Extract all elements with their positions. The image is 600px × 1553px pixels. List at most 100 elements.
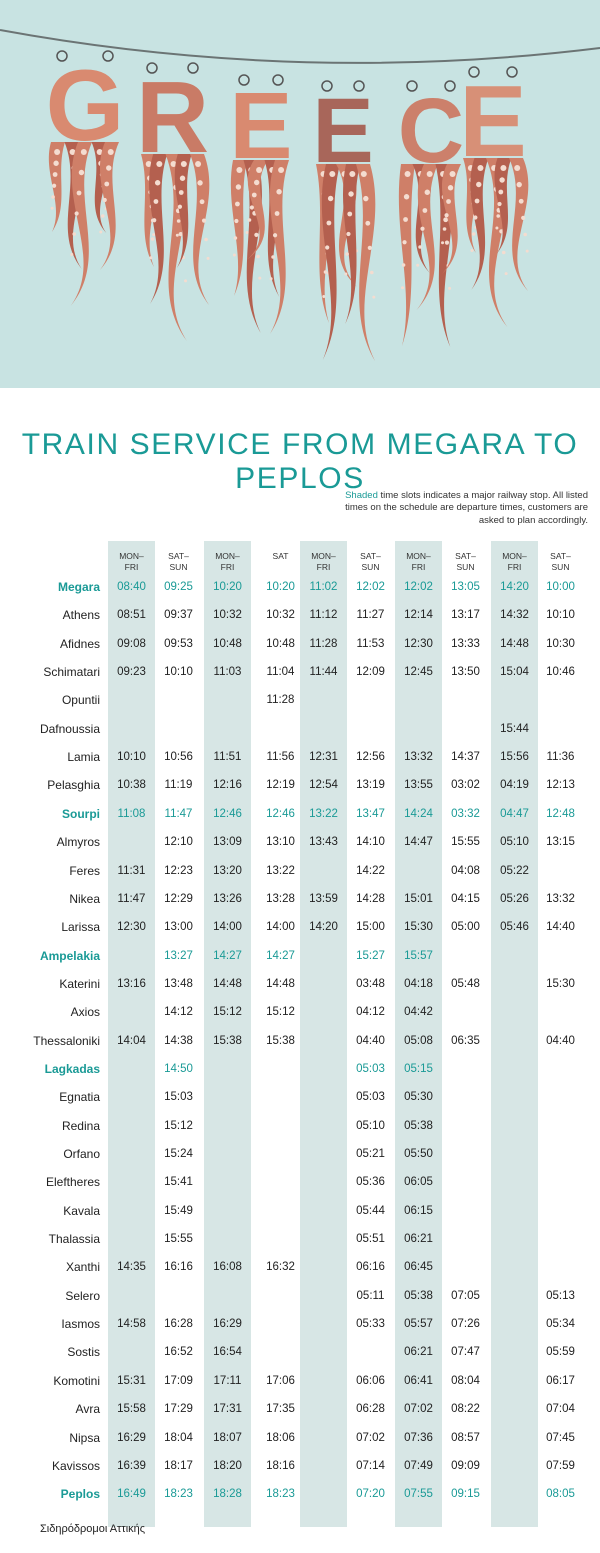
tentacle-shape xyxy=(48,142,65,232)
sucker-dot xyxy=(327,195,334,202)
departure-time: 11:08 xyxy=(117,807,146,820)
departure-time: 05:33 xyxy=(356,1318,385,1331)
departure-time: 13:17 xyxy=(451,609,480,622)
octopus-letters-illustration: G R E E CE xyxy=(0,29,600,361)
departure-time: 05:46 xyxy=(500,921,529,934)
departure-time: 10:48 xyxy=(266,637,295,650)
sucker-dot xyxy=(444,240,450,245)
departure-time: 14:24 xyxy=(404,807,433,820)
sucker-dot xyxy=(323,270,328,274)
sucker-dot xyxy=(180,161,187,167)
departure-time: 11:27 xyxy=(356,609,385,622)
station-name: Xanthi xyxy=(65,1260,100,1275)
departure-time: 14:27 xyxy=(213,949,242,962)
departure-time: 11:12 xyxy=(309,609,338,622)
sucker-dot xyxy=(176,219,181,223)
sucker-dot xyxy=(100,214,105,218)
departure-time: 15:44 xyxy=(500,722,529,735)
sucker-dot xyxy=(177,204,183,209)
hanger-hook xyxy=(321,80,333,92)
departure-time: 10:32 xyxy=(213,609,242,622)
sucker-dot xyxy=(99,230,103,234)
departure-time: 05:21 xyxy=(356,1148,385,1160)
sucker-dot xyxy=(442,227,447,231)
departure-time: 12:30 xyxy=(404,637,433,650)
departure-time: 15:03 xyxy=(164,1091,193,1104)
departure-time: 04:40 xyxy=(546,1034,575,1047)
departure-time: 12:45 xyxy=(404,666,433,679)
hanger-hook xyxy=(146,62,158,74)
sucker-dot xyxy=(53,160,59,166)
hero-letter: G xyxy=(46,49,125,162)
departure-time: 12:29 xyxy=(164,892,193,905)
departure-time: 14:48 xyxy=(213,977,242,990)
station-name: Lamia xyxy=(67,750,100,765)
departure-time: 10:56 xyxy=(164,751,193,764)
hanger-hook xyxy=(444,80,456,92)
departure-time: 12:23 xyxy=(164,864,193,877)
hanger-hook xyxy=(187,62,199,74)
sucker-dot xyxy=(326,220,332,226)
sucker-dot xyxy=(496,214,501,218)
station-name: Iasmos xyxy=(61,1317,100,1332)
sucker-dot xyxy=(235,201,240,207)
sucker-dot xyxy=(156,161,163,167)
departure-time: 10:00 xyxy=(546,581,575,593)
departure-time: 15:12 xyxy=(266,1006,295,1019)
departure-time: 05:48 xyxy=(451,977,480,990)
departure-time: 09:23 xyxy=(117,666,146,679)
departure-time: 08:04 xyxy=(451,1374,480,1387)
departure-time: 17:31 xyxy=(213,1403,242,1416)
departure-time: 18:16 xyxy=(266,1459,295,1472)
sucker-dot xyxy=(426,171,433,177)
sucker-dot xyxy=(523,232,528,237)
sucker-dot xyxy=(206,256,210,260)
sucker-dot xyxy=(195,161,202,167)
sucker-dot xyxy=(72,232,77,236)
station-name: Axios xyxy=(70,1005,100,1020)
sucker-dot xyxy=(500,165,507,171)
note-highlight: Shaded xyxy=(345,490,378,501)
sucker-dot xyxy=(170,161,177,167)
sucker-dot xyxy=(70,253,74,256)
departure-time: 11:47 xyxy=(164,807,193,820)
sucker-dot xyxy=(249,205,254,210)
sucker-dot xyxy=(470,249,474,252)
station-name: Eleftheres xyxy=(45,1175,100,1190)
sucker-dot xyxy=(150,237,155,241)
station-name: Nipsa xyxy=(69,1430,100,1445)
station-name: Pelasghia xyxy=(47,778,100,793)
hanger-hook xyxy=(353,80,365,92)
station-name: Katerini xyxy=(59,976,100,991)
departure-time: 06:15 xyxy=(404,1204,433,1217)
sucker-dot xyxy=(448,286,452,290)
departure-time: 03:48 xyxy=(356,977,385,990)
departure-time: 17:09 xyxy=(164,1374,193,1387)
sucker-dot xyxy=(256,167,263,173)
station-name: Opuntii xyxy=(61,693,100,708)
departure-time: 15:38 xyxy=(213,1034,242,1047)
departure-time: 12:10 xyxy=(164,836,193,849)
station-name: Thalassia xyxy=(48,1232,100,1247)
shaded-column xyxy=(300,541,347,1527)
sucker-dot xyxy=(52,183,57,188)
departure-time: 04:18 xyxy=(404,977,433,990)
departure-time: 05:10 xyxy=(356,1119,385,1132)
departure-time: 12:14 xyxy=(404,609,433,622)
departure-time: 16:54 xyxy=(213,1346,242,1359)
departure-time: 16:32 xyxy=(266,1261,295,1274)
sucker-dot xyxy=(446,199,451,204)
sucker-dot xyxy=(349,171,356,177)
hero-letter: E xyxy=(459,65,527,178)
departure-time: 15:58 xyxy=(117,1403,146,1416)
departure-time: 13:50 xyxy=(451,666,480,679)
departure-time: 05:34 xyxy=(546,1318,575,1331)
sucker-dot xyxy=(447,185,454,191)
departure-time: 10:38 xyxy=(117,779,146,792)
sucker-dot xyxy=(96,149,103,155)
sucker-dot xyxy=(329,171,336,177)
sucker-dot xyxy=(69,149,76,155)
departure-time: 04:15 xyxy=(451,892,480,905)
hanger-hook xyxy=(238,74,250,86)
